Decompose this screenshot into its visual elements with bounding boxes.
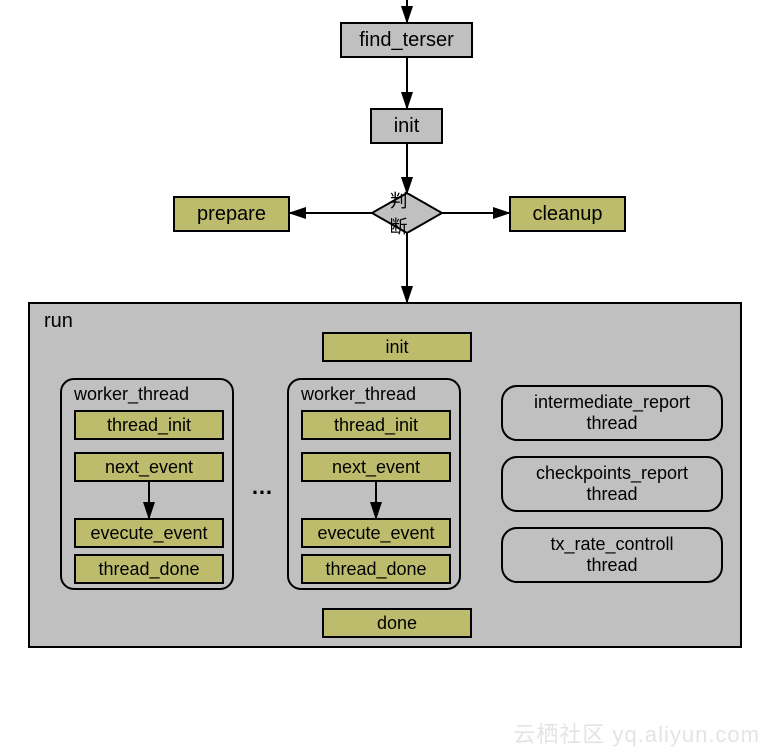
node-label: prepare	[197, 203, 266, 226]
pill-line1: checkpoints_report	[536, 463, 688, 484]
watermark: 云栖社区 yq.aliyun.com	[513, 717, 760, 749]
node-prepare: prepare	[173, 196, 290, 232]
node-label: cleanup	[532, 203, 602, 226]
run-done-node: done	[322, 608, 472, 638]
node-find-terser: find_terser	[340, 22, 473, 58]
pill-line2: thread	[586, 555, 637, 576]
wt-thread-done: thread_done	[74, 554, 224, 584]
decision-label: 判断	[390, 187, 425, 239]
node-label: thread_done	[98, 559, 199, 580]
node-label: init	[394, 115, 420, 138]
ellipsis: …	[251, 474, 273, 500]
wt-evecute-event: evecute_event	[301, 518, 451, 548]
node-label: find_terser	[359, 29, 454, 52]
wt-evecute-event: evecute_event	[74, 518, 224, 548]
node-init: init	[370, 108, 443, 144]
pill-line1: intermediate_report	[534, 392, 690, 413]
node-label: evecute_event	[317, 523, 434, 544]
pill-line2: thread	[586, 484, 637, 505]
worker-thread-box: worker_thread thread_init next_event eve…	[287, 378, 461, 590]
decision-node: 判断	[372, 193, 442, 233]
worker-thread-box: worker_thread thread_init next_event eve…	[60, 378, 234, 590]
checkpoints-report-thread: checkpoints_report thread	[501, 456, 723, 512]
node-label: thread_done	[325, 559, 426, 580]
node-cleanup: cleanup	[509, 196, 626, 232]
pill-line1: tx_rate_controll	[550, 534, 673, 555]
node-label: init	[385, 337, 408, 358]
node-label: done	[377, 613, 417, 634]
run-panel-label: run	[44, 310, 73, 333]
intermediate-report-thread: intermediate_report thread	[501, 385, 723, 441]
node-label: evecute_event	[90, 523, 207, 544]
wt-thread-done: thread_done	[301, 554, 451, 584]
run-init-node: init	[322, 332, 472, 362]
tx-rate-controll-thread: tx_rate_controll thread	[501, 527, 723, 583]
pill-line2: thread	[586, 413, 637, 434]
